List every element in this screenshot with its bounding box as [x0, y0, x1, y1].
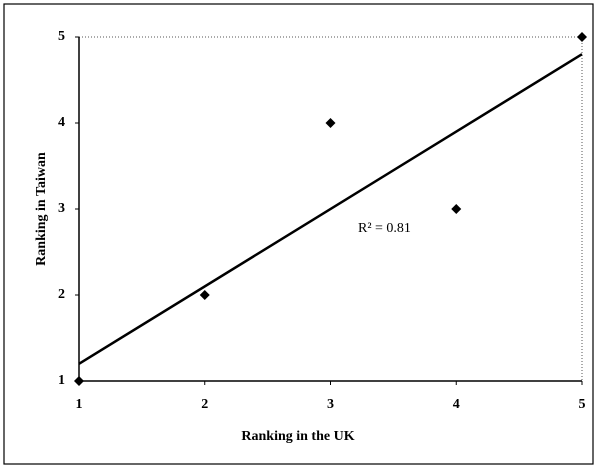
point [74, 376, 84, 386]
chart-border [3, 3, 594, 465]
y-tick-label: 4 [58, 115, 65, 130]
x-axis-label: Ranking in the UK [241, 429, 354, 444]
point [577, 32, 587, 42]
trendline [78, 53, 583, 365]
y-tick-label: 1 [58, 373, 65, 388]
y-tick-label: 2 [58, 287, 65, 302]
x-tick-label: 2 [201, 397, 208, 412]
x-tick-label: 1 [76, 397, 83, 412]
y-axis-label: Ranking in Taiwan [34, 152, 49, 266]
x-tick-label: 4 [453, 397, 460, 412]
point [451, 204, 462, 214]
x-tick-label: 5 [579, 397, 586, 412]
point [325, 118, 336, 128]
y-tick-label: 5 [58, 29, 65, 44]
annotation: R² = 0.81 [358, 221, 411, 236]
point [199, 290, 210, 300]
x-tick-label: 3 [327, 397, 334, 412]
y-tick-label: 3 [58, 201, 65, 216]
